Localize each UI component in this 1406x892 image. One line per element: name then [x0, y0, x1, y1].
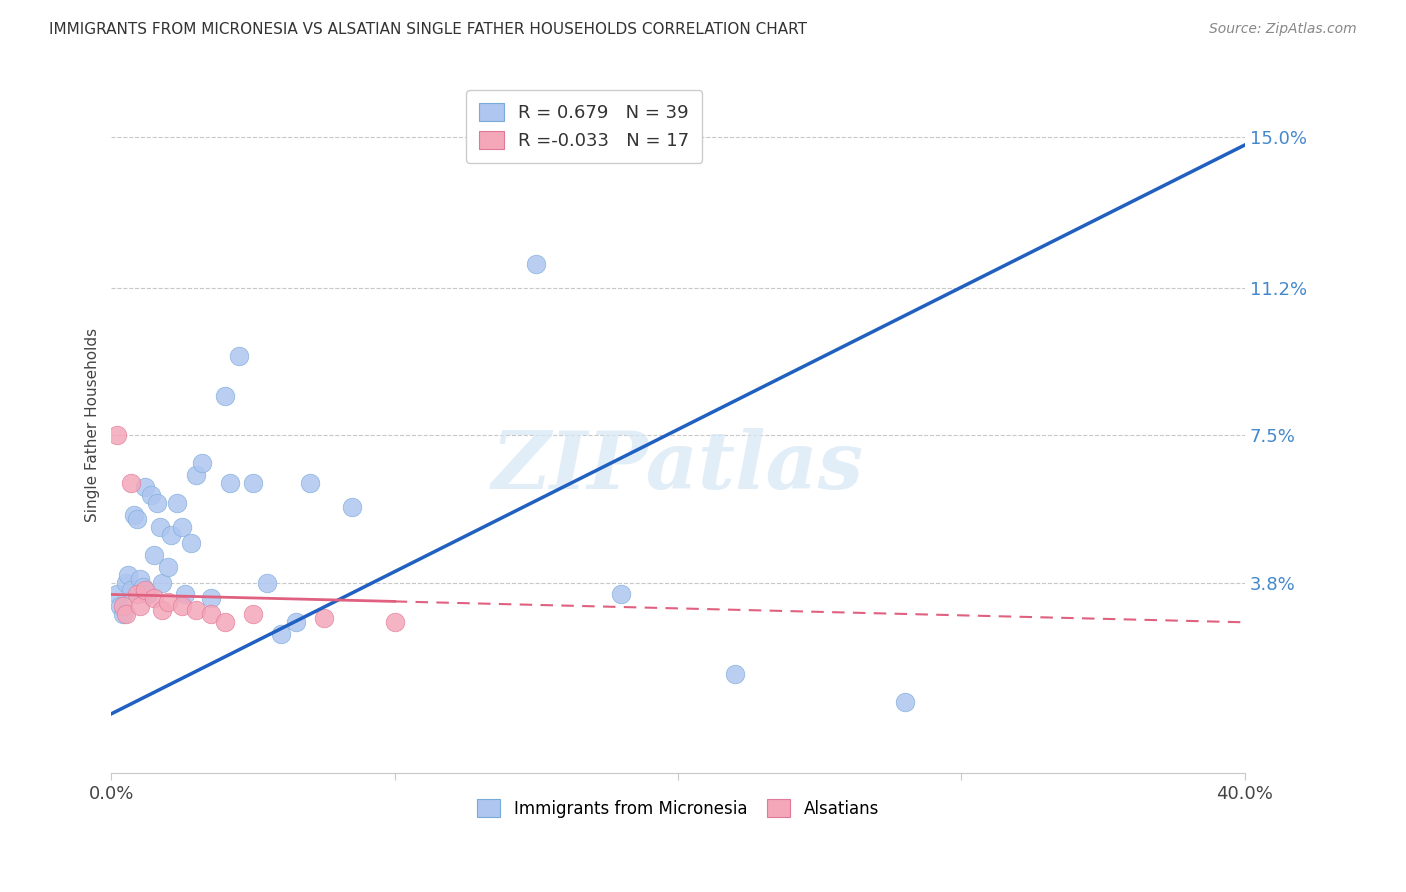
Point — [174, 587, 197, 601]
Point — [270, 627, 292, 641]
Point — [157, 559, 180, 574]
Point — [120, 583, 142, 598]
Point — [256, 575, 278, 590]
Point — [284, 615, 307, 630]
Point — [893, 695, 915, 709]
Point — [125, 512, 148, 526]
Point — [122, 508, 145, 522]
Point — [142, 591, 165, 606]
Point — [242, 476, 264, 491]
Point — [142, 548, 165, 562]
Point — [191, 456, 214, 470]
Point — [111, 599, 134, 614]
Text: ZIPatlas: ZIPatlas — [492, 428, 865, 506]
Point — [128, 599, 150, 614]
Point — [172, 520, 194, 534]
Point — [157, 595, 180, 609]
Point — [152, 603, 174, 617]
Point — [214, 615, 236, 630]
Point — [200, 591, 222, 606]
Point — [172, 599, 194, 614]
Point — [152, 575, 174, 590]
Point — [134, 480, 156, 494]
Point — [111, 607, 134, 622]
Y-axis label: Single Father Households: Single Father Households — [86, 328, 100, 523]
Point — [186, 603, 208, 617]
Point — [139, 488, 162, 502]
Point — [242, 607, 264, 622]
Point — [148, 520, 170, 534]
Point — [180, 535, 202, 549]
Point — [105, 428, 128, 442]
Point — [131, 580, 153, 594]
Point — [610, 587, 633, 601]
Point — [114, 607, 136, 622]
Point — [724, 667, 747, 681]
Point — [117, 567, 139, 582]
Point — [219, 476, 242, 491]
Point — [134, 583, 156, 598]
Point — [298, 476, 321, 491]
Point — [342, 500, 364, 514]
Point — [136, 587, 159, 601]
Point — [312, 611, 335, 625]
Point — [186, 468, 208, 483]
Point — [128, 572, 150, 586]
Point — [145, 496, 167, 510]
Legend: Immigrants from Micronesia, Alsatians: Immigrants from Micronesia, Alsatians — [470, 793, 886, 824]
Point — [524, 257, 547, 271]
Point — [160, 528, 183, 542]
Point — [125, 587, 148, 601]
Point — [120, 476, 142, 491]
Point — [384, 615, 406, 630]
Text: IMMIGRANTS FROM MICRONESIA VS ALSATIAN SINGLE FATHER HOUSEHOLDS CORRELATION CHAR: IMMIGRANTS FROM MICRONESIA VS ALSATIAN S… — [49, 22, 807, 37]
Point — [228, 349, 250, 363]
Text: Source: ZipAtlas.com: Source: ZipAtlas.com — [1209, 22, 1357, 37]
Point — [114, 575, 136, 590]
Point — [200, 607, 222, 622]
Point — [166, 496, 188, 510]
Point — [214, 389, 236, 403]
Point — [108, 599, 131, 614]
Point — [105, 587, 128, 601]
